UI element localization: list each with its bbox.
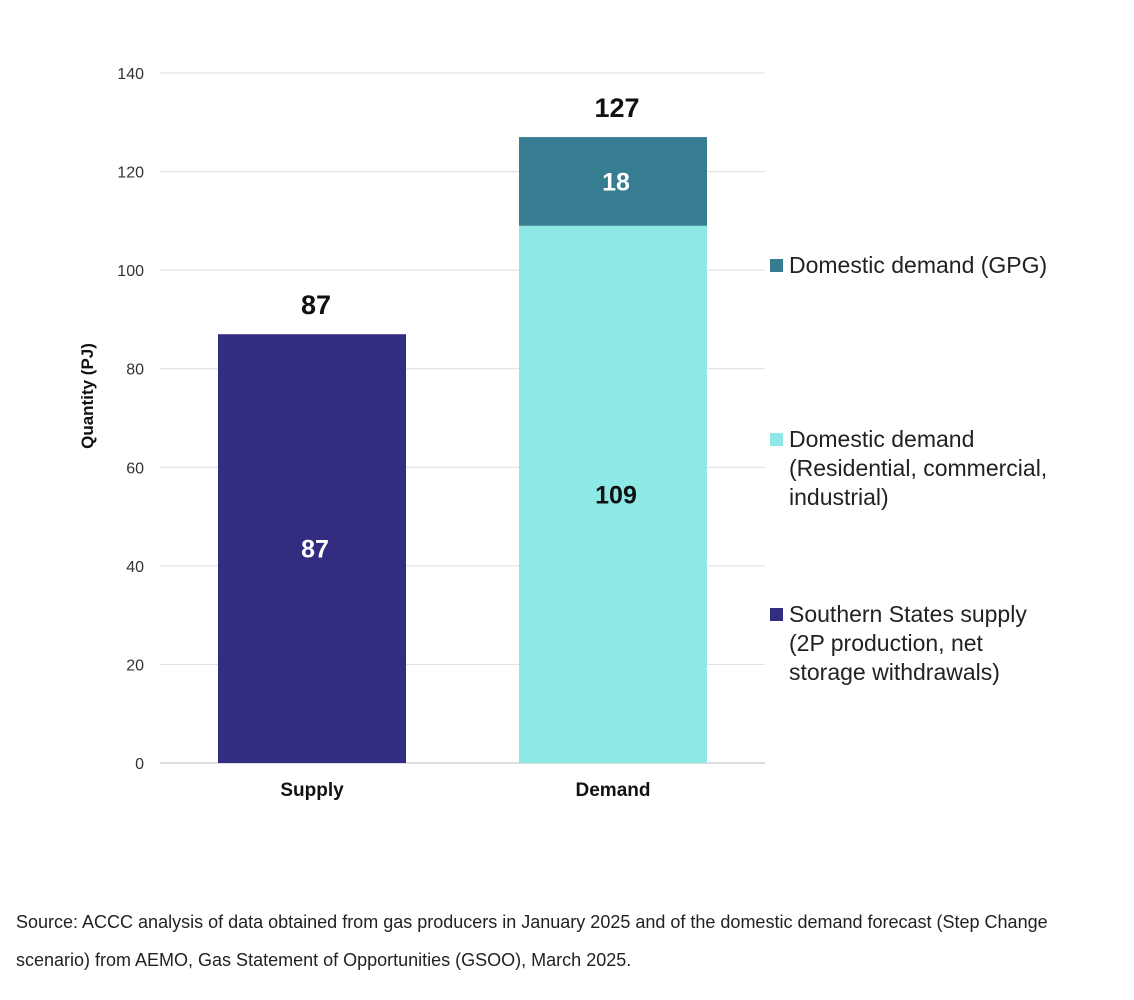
y-tick-label: 20: [126, 657, 144, 674]
bars: [218, 137, 707, 764]
y-axis-title: Quantity (PJ): [78, 343, 97, 449]
y-tick-label: 140: [117, 66, 144, 83]
y-tick-label: 120: [117, 165, 144, 182]
legend-label: industrial): [789, 484, 889, 510]
x-category-label: Demand: [576, 780, 651, 801]
legend-swatch: [770, 433, 783, 446]
chart: 0 20 40 60 80 100 120 140 87 87 109 18 127 Supply De…: [78, 66, 1047, 801]
y-tick-label: 80: [126, 362, 144, 379]
bar-segment: [519, 137, 707, 226]
y-axis-ticks: 0 20 40 60 80 100 120 140: [117, 66, 144, 773]
data-label: 87: [301, 536, 329, 564]
legend-swatch: [770, 259, 783, 272]
source-note: Source: ACCC analysis of data obtained f…: [16, 912, 1048, 970]
legend-label: Domestic demand (GPG): [789, 252, 1047, 278]
bar-labels: 87 87 109 18 127: [301, 93, 640, 564]
legend: Domestic demand (GPG) Domestic demand (Res…: [770, 252, 1047, 685]
legend-label: (Residential, commercial,: [789, 455, 1047, 481]
legend-label: Domestic demand: [789, 426, 974, 452]
total-label: 87: [301, 290, 331, 320]
legend-swatch: [770, 608, 783, 621]
y-tick-label: 60: [126, 460, 144, 477]
total-label: 127: [594, 93, 639, 123]
x-category-label: Supply: [280, 780, 344, 801]
y-tick-label: 40: [126, 559, 144, 576]
y-tick-label: 0: [135, 756, 144, 773]
data-label: 109: [595, 481, 637, 509]
legend-label: storage withdrawals): [789, 659, 1000, 685]
bar-segment: [519, 225, 707, 764]
bar-segment: [218, 334, 406, 763]
y-tick-label: 100: [117, 263, 144, 280]
x-axis-categories: Supply Demand: [280, 780, 650, 801]
legend-label: Southern States supply: [789, 601, 1027, 627]
data-label: 18: [602, 168, 630, 196]
legend-label: (2P production, net: [789, 630, 984, 656]
